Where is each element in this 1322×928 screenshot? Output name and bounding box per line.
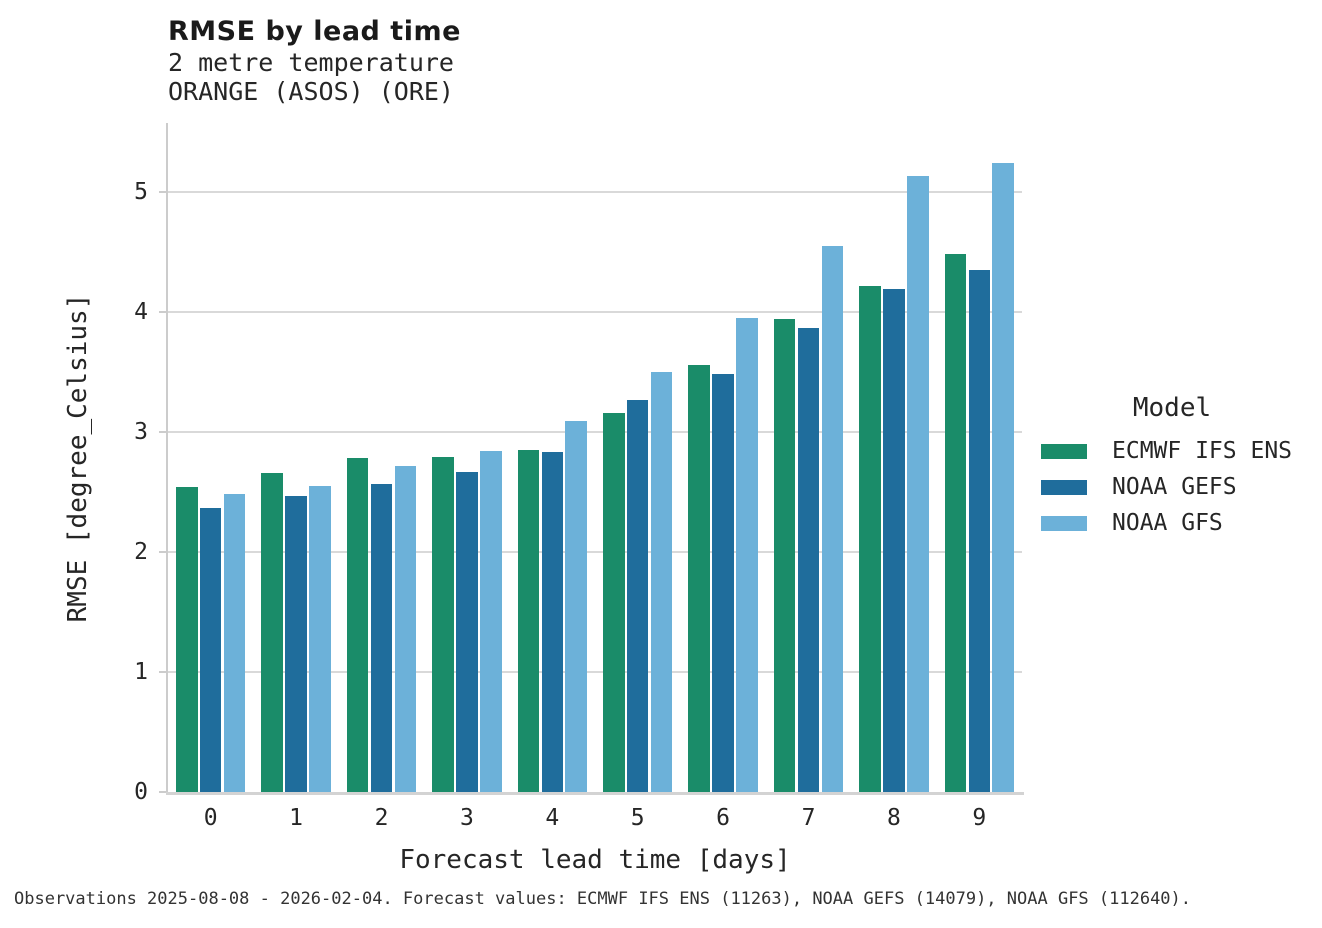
plot-area: 0 1 2 3 4 5 0 1 2 3 4 5 6 7 8 9 [134, 123, 1024, 831]
bar [797, 327, 820, 792]
bar [199, 507, 222, 792]
bar [432, 457, 454, 792]
bar [346, 458, 369, 792]
y-tick-mark [159, 431, 166, 433]
y-tick-mark [159, 551, 166, 553]
chart-title: RMSE by lead time [168, 16, 461, 47]
bar [176, 487, 198, 792]
y-tick-mark [159, 311, 166, 313]
bar [370, 483, 393, 792]
bar [480, 451, 502, 792]
bar [944, 254, 967, 792]
bar [821, 246, 844, 792]
y-axis-spine [166, 123, 168, 795]
legend-row: NOAA GEFS [1041, 469, 1303, 505]
bar [883, 289, 905, 792]
x-tick-label: 6 [716, 805, 731, 831]
x-axis-spine [166, 792, 1024, 795]
y-tick-mark [159, 191, 166, 193]
x-tick-label: 1 [289, 805, 304, 831]
bar [650, 372, 673, 792]
legend-label: NOAA GEFS [1112, 474, 1237, 500]
legend: Model ECMWF IFS ENS NOAA GEFS NOAA GFS [1041, 393, 1303, 541]
y-axis-title: RMSE [degree_Celsius] [63, 293, 93, 623]
bar [309, 486, 331, 792]
bar [223, 494, 246, 792]
y-tick-label: 5 [134, 179, 148, 205]
bar [541, 452, 564, 792]
x-tick-label: 5 [630, 805, 645, 831]
x-tick-label: 3 [459, 805, 474, 831]
gridline [168, 551, 1022, 553]
bar [712, 374, 734, 792]
y-tick-mark [159, 791, 166, 793]
x-axis-title: Forecast lead time [days] [399, 845, 791, 875]
bar [859, 285, 881, 792]
gridline [168, 671, 1022, 673]
bar [456, 471, 478, 792]
bar [603, 412, 625, 792]
legend-title: Model [1132, 393, 1212, 423]
bar [688, 364, 710, 792]
legend-label: ECMWF IFS ENS [1112, 438, 1293, 464]
bar [285, 495, 307, 792]
gridline [168, 191, 1022, 193]
x-tick-label: 9 [972, 805, 987, 831]
footer-caption: Observations 2025-08-08 - 2026-02-04. Fo… [14, 889, 1192, 909]
x-tick-label: 7 [801, 805, 816, 831]
y-tick-mark [159, 671, 166, 673]
bar [992, 163, 1014, 792]
x-tick-label: 4 [545, 805, 560, 831]
bar [907, 176, 929, 792]
chart-subtitle-variable: 2 metre temperature [168, 48, 454, 77]
bar [394, 465, 417, 792]
x-tick-label: 0 [203, 805, 218, 831]
gridline [168, 431, 1022, 433]
bar [565, 421, 587, 792]
y-tick-label: 2 [134, 539, 148, 565]
legend-label: NOAA GFS [1112, 510, 1223, 536]
bar [517, 450, 540, 792]
y-tick-label: 1 [134, 659, 148, 685]
title-block: RMSE by lead time 2 metre temperature OR… [168, 16, 461, 106]
bar [261, 472, 283, 792]
chart-subtitle-station: ORANGE (ASOS) (ORE) [168, 77, 454, 106]
bar [968, 270, 991, 792]
legend-swatch-ecmwf-ifs-ens [1041, 443, 1087, 459]
legend-swatch-noaa-gefs [1041, 479, 1087, 495]
legend-row: NOAA GFS [1041, 505, 1303, 541]
legend-swatch-noaa-gfs [1041, 515, 1087, 531]
bar [626, 399, 649, 792]
y-tick-label: 0 [134, 779, 148, 805]
bar [773, 319, 796, 792]
y-tick-label: 4 [134, 299, 148, 325]
legend-row: ECMWF IFS ENS [1041, 433, 1303, 469]
x-tick-label: 8 [886, 805, 901, 831]
x-tick-label: 2 [374, 805, 389, 831]
gridline [168, 311, 1022, 313]
y-tick-label: 3 [134, 419, 148, 445]
bar [736, 318, 758, 792]
